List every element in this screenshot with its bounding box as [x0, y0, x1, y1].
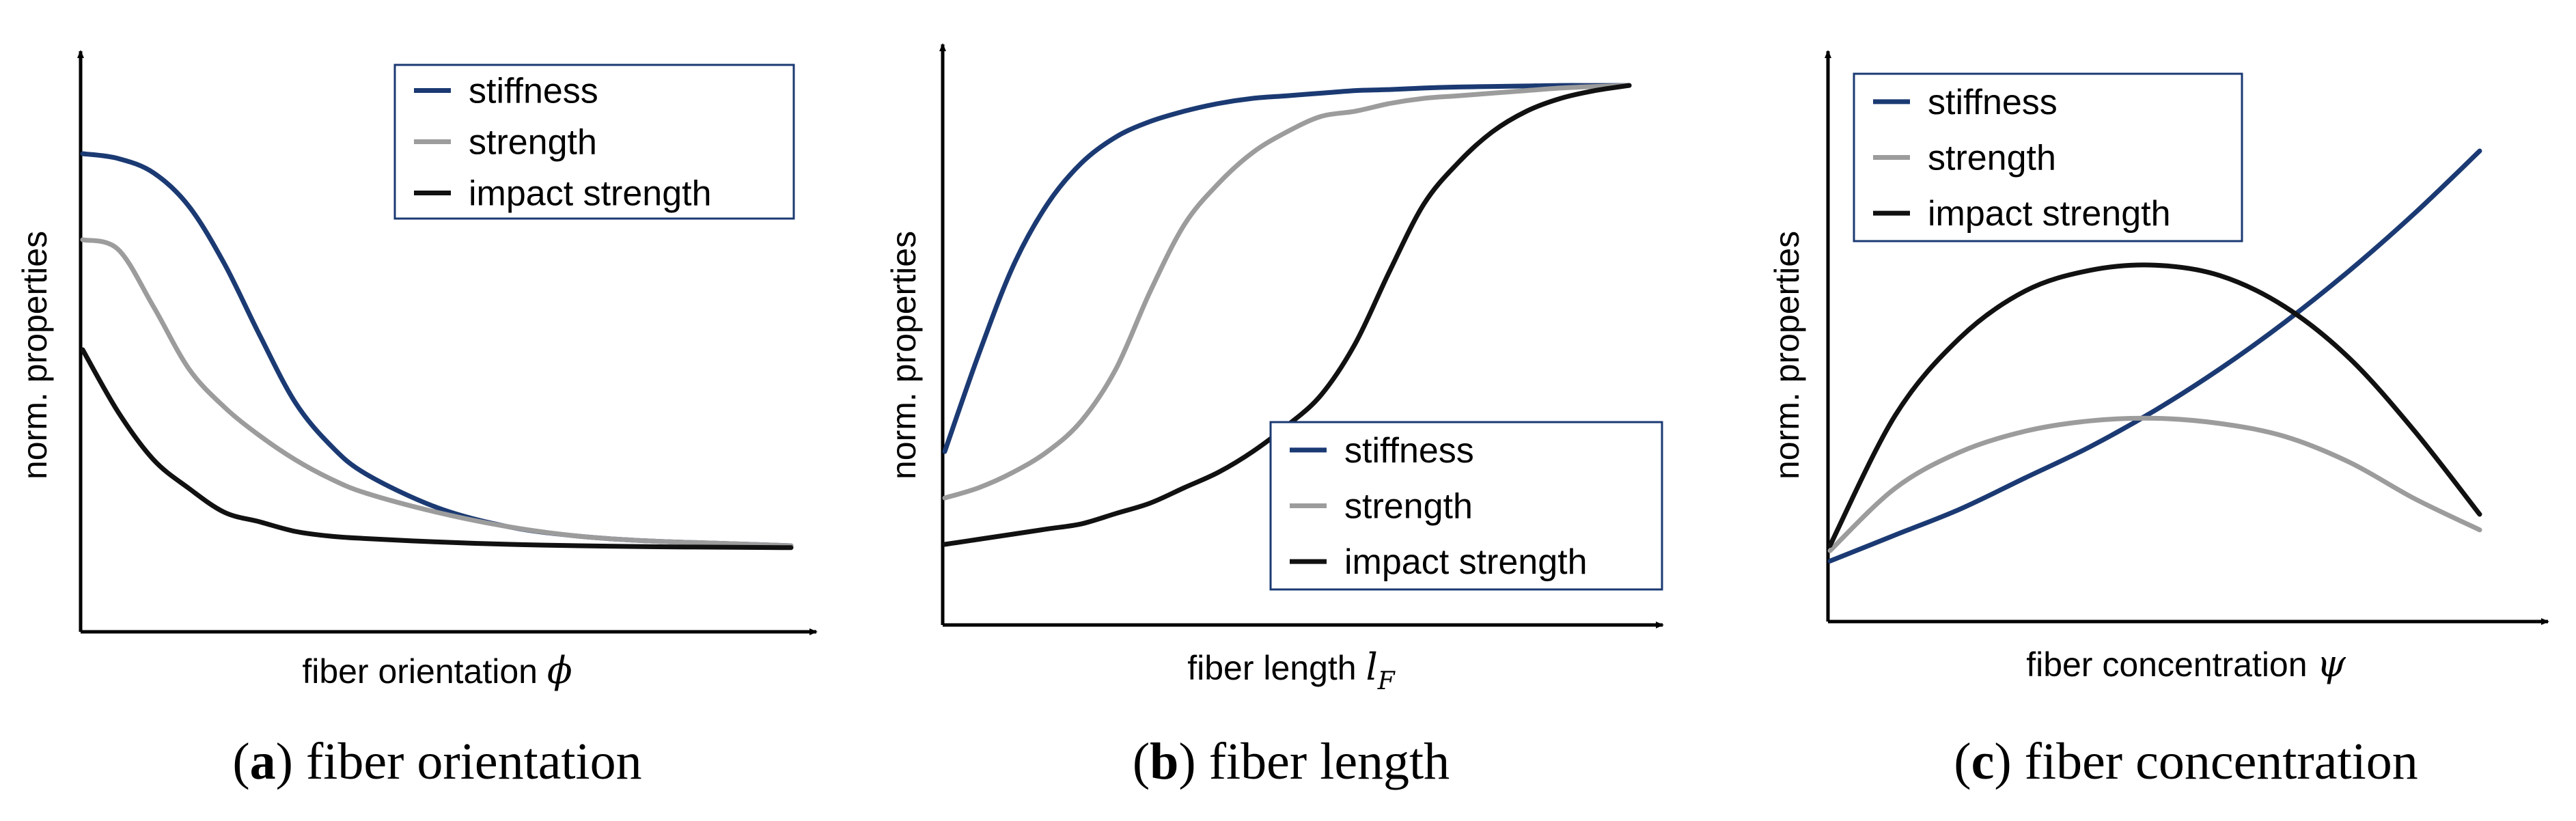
caption-open-paren: ( [1133, 733, 1150, 790]
series-line-strength [942, 83, 1632, 501]
legend: stiffness strength impact strength [1269, 421, 1663, 591]
series-line-strength [1827, 415, 2482, 553]
panel-caption: (a) fiber orientation [232, 733, 641, 790]
series-line-stiffness [942, 83, 1632, 454]
y-axis-label: norm. properties [16, 231, 54, 479]
x-axis-label: fiber length lF [1187, 645, 1396, 695]
x-axis-variable-subscript: F [1377, 667, 1396, 695]
legend-box [393, 64, 795, 220]
x-axis-variable: l [1366, 645, 1378, 688]
x-axis-label-text: fiber orientation [302, 652, 547, 691]
legend-item-label: stiffness [469, 72, 598, 111]
caption-letter: a [250, 733, 276, 790]
caption-open-paren: ( [232, 733, 249, 790]
x-axis-variable: ψ [2316, 642, 2346, 685]
y-axis-label: norm. properties [885, 231, 923, 479]
legend: stiffness strength impact strength [1853, 72, 2243, 242]
legend-item-label: stiffness [1344, 431, 1474, 471]
legend-item-label: strength [469, 123, 597, 163]
chart-panel-a: norm. properties fiber orientation ϕ stiff… [16, 50, 818, 790]
legend-item-label: strength [1344, 487, 1473, 527]
series-line-stiffness [1827, 148, 2482, 563]
series-line-impact-strength [1827, 262, 2482, 548]
legend-item-label: stiffness [1928, 83, 2058, 122]
legend-item-label: strength [1928, 139, 2056, 178]
legend-box [1269, 421, 1663, 591]
caption-text: fiber concentration [2012, 733, 2418, 790]
series-line-impact-strength [80, 347, 794, 551]
caption-letter: b [1150, 733, 1178, 790]
chart-panels: norm. properties fiber orientation ϕ stiff… [16, 43, 2549, 790]
x-axis-label: fiber concentration ψ [2026, 642, 2346, 685]
legend-item-label: impact strength [1928, 194, 2171, 234]
caption-close-paren: ) [1178, 733, 1195, 790]
legend-box [1853, 72, 2243, 242]
panel-caption: (b) fiber length [1133, 733, 1450, 790]
x-axis-label-text: fiber concentration [2026, 645, 2316, 684]
caption-open-paren: ( [1954, 733, 1971, 790]
y-axis-label: norm. properties [1768, 231, 1806, 479]
legend: stiffness strength impact strength [393, 64, 795, 220]
panel-caption: (c) fiber concentration [1954, 733, 2418, 790]
legend-item-label: impact strength [1344, 542, 1588, 582]
caption-letter: c [1971, 733, 1995, 790]
caption-close-paren: ) [1994, 733, 2011, 790]
series-line-impact-strength [942, 83, 1632, 547]
x-axis-variable: ϕ [547, 649, 572, 692]
x-axis-label-text: fiber length [1187, 649, 1366, 687]
x-axis-label: fiber orientation ϕ [302, 649, 572, 692]
legend-item-label: impact strength [469, 174, 712, 214]
series-line-strength [80, 237, 794, 548]
caption-close-paren: ) [276, 733, 293, 790]
chart-panel-c: norm. properties fiber concentration ψ sti… [1768, 50, 2549, 790]
caption-text: fiber orientation [293, 733, 642, 790]
caption-text: fiber length [1196, 733, 1450, 790]
